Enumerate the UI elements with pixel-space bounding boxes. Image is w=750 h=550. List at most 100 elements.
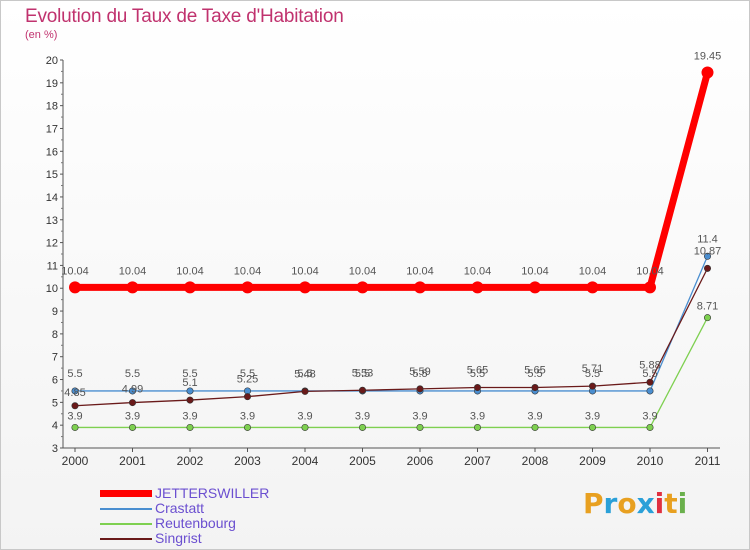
- data-point: [301, 387, 309, 395]
- data-label: 10.04: [61, 265, 89, 277]
- series-line-jetterswiller: [71, 69, 711, 291]
- data-label: 11.4: [697, 233, 718, 245]
- chart-title: Evolution du Taux de Taxe d'Habitation: [25, 6, 344, 27]
- data-point: [703, 264, 711, 272]
- data-label: 5.5: [182, 368, 197, 380]
- data-label: 19.45: [694, 51, 722, 63]
- data-point: [184, 281, 196, 294]
- legend-item-reutenbourg: Reutenbourg: [100, 515, 350, 531]
- x-tick-label: 2004: [292, 454, 319, 468]
- data-point: [71, 387, 79, 395]
- data-label: 5.5: [527, 368, 542, 380]
- data-point: [703, 252, 711, 260]
- data-point: [186, 387, 194, 395]
- data-point: [71, 402, 79, 410]
- data-label: 3.9: [182, 410, 197, 422]
- data-label: 5.5: [470, 368, 485, 380]
- x-tick-label: 2001: [119, 454, 146, 468]
- data-label: 3.9: [527, 410, 542, 422]
- logo-letter: i: [654, 487, 665, 520]
- data-point: [529, 281, 541, 294]
- data-label: 5.25: [237, 374, 258, 386]
- data-label: 10.04: [234, 265, 262, 277]
- legend-swatch-crastatt: [100, 508, 152, 510]
- data-point: [126, 281, 139, 294]
- data-point: [588, 423, 596, 431]
- data-point: [129, 387, 137, 395]
- legend-item-jetterswiller: JETTERSWILLER: [100, 485, 350, 501]
- logo-letter: t: [664, 487, 678, 520]
- data-label: 5.59: [409, 366, 430, 378]
- data-point: [299, 281, 311, 294]
- logo-letter: x: [636, 487, 655, 520]
- data-point: [646, 423, 654, 431]
- data-point: [244, 393, 252, 401]
- data-point: [301, 423, 309, 431]
- legend-swatch-singrist: [100, 538, 152, 540]
- data-point: [356, 281, 369, 294]
- data-label: 10.04: [291, 265, 319, 277]
- series-line-reutenbourg: [74, 317, 709, 429]
- data-label: 5.5: [297, 368, 312, 380]
- data-label: 3.9: [240, 410, 255, 422]
- data-label: 5.71: [582, 363, 603, 375]
- data-label: 4.85: [64, 387, 85, 399]
- data-label: 5.5: [67, 368, 82, 380]
- y-tick-label: 18: [46, 101, 58, 113]
- chart-legend: JETTERSWILLER Crastatt Reutenbourg Singr…: [100, 485, 350, 546]
- data-label: 5.5: [240, 368, 255, 380]
- data-point: [358, 386, 366, 394]
- x-tick-label: 2007: [464, 454, 491, 468]
- proxiti-logo: Proxiti: [583, 487, 687, 520]
- data-point: [471, 281, 484, 294]
- y-tick-label: 13: [46, 215, 58, 227]
- x-tick-label: 2003: [234, 454, 261, 468]
- data-point: [129, 423, 137, 431]
- x-tick-label: 2009: [579, 454, 606, 468]
- data-label: 10.87: [694, 245, 722, 257]
- data-label: 5.1: [182, 377, 197, 389]
- data-label: 5.5: [642, 368, 657, 380]
- y-tick-label: 9: [52, 306, 58, 318]
- data-label: 10.04: [176, 265, 204, 277]
- y-tick-label: 11: [47, 260, 58, 272]
- x-tick-label: 2006: [407, 454, 434, 468]
- data-label: 3.9: [297, 410, 312, 422]
- data-label: 5.5: [125, 368, 140, 380]
- data-point: [473, 423, 481, 431]
- y-tick-label: 6: [52, 375, 58, 387]
- x-tick-label: 2002: [177, 454, 204, 468]
- series-line-crastatt: [74, 255, 709, 392]
- legend-label-reutenbourg: Reutenbourg: [155, 515, 236, 531]
- data-label: 4.99: [122, 384, 143, 396]
- data-label: 5.5: [585, 368, 600, 380]
- y-tick-label: 10: [46, 283, 58, 295]
- data-label: 3.9: [125, 410, 140, 422]
- y-tick-label: 3: [52, 443, 58, 455]
- data-point: [531, 423, 539, 431]
- data-point: [646, 387, 654, 395]
- legend-item-singrist: Singrist: [100, 530, 350, 546]
- data-point: [414, 281, 426, 294]
- y-tick-label: 12: [46, 238, 58, 250]
- logo-letter: o: [617, 487, 637, 520]
- data-point: [358, 423, 366, 431]
- legend-label-crastatt: Crastatt: [155, 500, 205, 516]
- data-label: 3.9: [412, 410, 427, 422]
- x-tick-label: 2011: [695, 454, 721, 468]
- data-label: 10.04: [406, 265, 434, 277]
- data-label: 3.9: [470, 410, 485, 422]
- y-tick-label: 17: [46, 123, 58, 135]
- x-tick-label: 2005: [349, 454, 376, 468]
- data-label: 5.88: [639, 359, 660, 371]
- legend-swatch-jetterswiller: [100, 490, 152, 497]
- data-point: [71, 423, 79, 431]
- y-axis-unit: (en %): [25, 29, 58, 41]
- legend-label-jetterswiller: JETTERSWILLER: [155, 485, 270, 501]
- data-label: 5.5: [412, 368, 427, 380]
- data-point: [416, 385, 424, 393]
- data-point: [473, 384, 481, 392]
- data-point: [531, 384, 539, 392]
- y-tick-label: 7: [52, 352, 58, 364]
